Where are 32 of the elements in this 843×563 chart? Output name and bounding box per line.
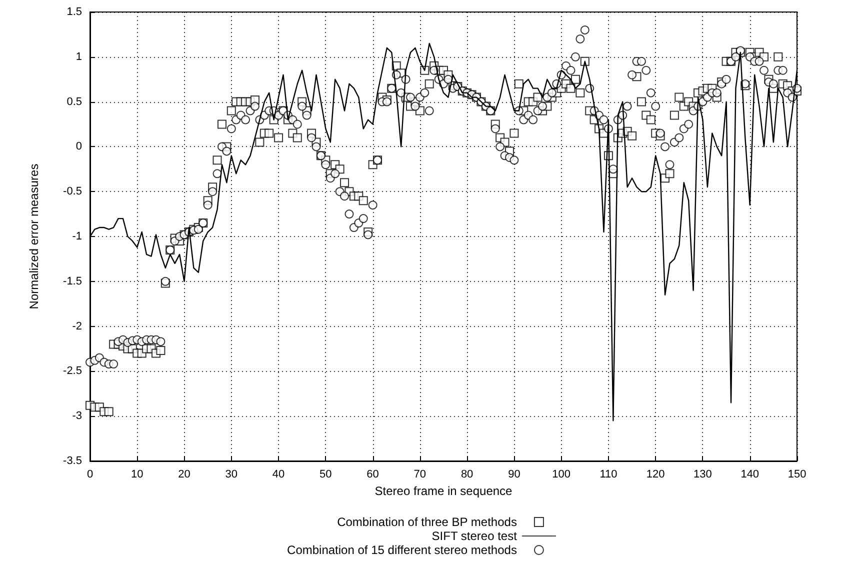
x-tick-label: 90 xyxy=(508,468,520,480)
x-tick-label: 60 xyxy=(366,468,379,480)
x-tick-label: 130 xyxy=(694,468,712,480)
y-tick-label: 0.5 xyxy=(66,96,82,108)
x-tick-label: 70 xyxy=(414,468,426,480)
legend-label: SIFT stereo test xyxy=(432,529,518,543)
y-axis-title: Normalized error measures xyxy=(27,164,41,310)
x-tick-label: 150 xyxy=(788,468,806,480)
y-tick-label: -1.5 xyxy=(63,275,82,288)
y-tick-label: -2.5 xyxy=(63,365,82,378)
legend-label: Combination of 15 different stereo methods xyxy=(287,543,517,557)
x-tick-label: 20 xyxy=(178,468,190,480)
x-tick-label: 120 xyxy=(646,468,665,480)
x-tick-label: 140 xyxy=(740,468,760,480)
y-tick-label: -3 xyxy=(72,410,82,422)
x-tick-label: 40 xyxy=(272,468,285,480)
y-tick-label: 1.5 xyxy=(66,6,82,18)
x-tick-label: 100 xyxy=(552,468,571,480)
y-tick-label: 0 xyxy=(76,140,82,153)
y-tick-label: -1 xyxy=(72,230,82,242)
x-axis-title: Stereo frame in sequence xyxy=(374,484,513,498)
x-tick-label: 30 xyxy=(225,468,238,480)
x-tick-label: 110 xyxy=(600,468,618,480)
y-tick-label: -3.5 xyxy=(63,455,82,467)
x-tick-label: 0 xyxy=(86,468,94,480)
legend-label: Combination of three BP methods xyxy=(337,515,517,529)
y-tick-label: 1 xyxy=(76,50,82,63)
x-tick-label: 80 xyxy=(460,468,474,480)
y-tick-label: -0.5 xyxy=(63,186,82,198)
x-tick-label: 50 xyxy=(320,468,332,480)
y-tick-label: -2 xyxy=(72,320,82,332)
x-tick-label: 10 xyxy=(131,468,144,480)
